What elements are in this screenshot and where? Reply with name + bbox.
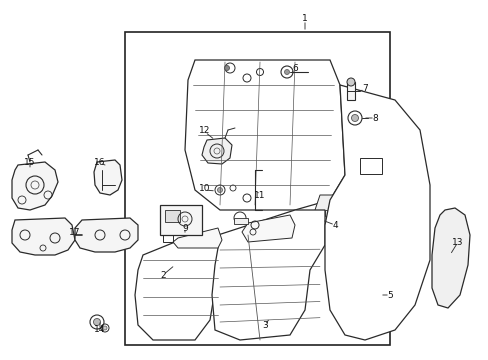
Text: 8: 8	[371, 113, 377, 122]
Bar	[160, 205, 202, 235]
Circle shape	[351, 114, 358, 122]
Bar	[163, 235, 173, 242]
Circle shape	[103, 326, 107, 330]
Bar	[346, 82, 354, 100]
Polygon shape	[325, 85, 429, 340]
Circle shape	[217, 188, 222, 193]
Polygon shape	[184, 60, 345, 210]
Text: 10: 10	[199, 184, 210, 193]
Bar	[359, 158, 381, 174]
Bar	[125, 32, 389, 345]
Text: 1: 1	[302, 14, 307, 23]
Text: 17: 17	[69, 228, 81, 237]
Circle shape	[284, 69, 289, 75]
Polygon shape	[234, 218, 247, 224]
Polygon shape	[12, 218, 75, 255]
Bar	[164, 210, 180, 222]
Text: 15: 15	[24, 158, 36, 166]
Text: 7: 7	[362, 84, 367, 93]
Polygon shape	[242, 215, 294, 242]
Text: 14: 14	[94, 325, 105, 334]
Polygon shape	[94, 160, 122, 195]
Circle shape	[224, 66, 229, 71]
Text: 13: 13	[451, 238, 463, 247]
Circle shape	[93, 319, 101, 325]
Text: 6: 6	[291, 63, 297, 72]
Text: 12: 12	[199, 126, 210, 135]
Polygon shape	[212, 210, 325, 340]
Polygon shape	[75, 218, 138, 252]
Polygon shape	[314, 195, 339, 225]
Polygon shape	[202, 138, 231, 164]
Text: 4: 4	[331, 220, 337, 230]
Bar	[325, 210, 330, 216]
Polygon shape	[12, 162, 58, 210]
Circle shape	[346, 78, 354, 86]
Polygon shape	[135, 240, 220, 340]
Text: 3: 3	[262, 320, 267, 329]
Text: 11: 11	[254, 190, 265, 199]
Text: 16: 16	[94, 158, 105, 166]
Text: 2: 2	[160, 270, 165, 279]
Polygon shape	[431, 208, 469, 308]
Polygon shape	[173, 228, 222, 248]
Text: 9: 9	[182, 224, 187, 233]
Text: 5: 5	[386, 291, 392, 300]
